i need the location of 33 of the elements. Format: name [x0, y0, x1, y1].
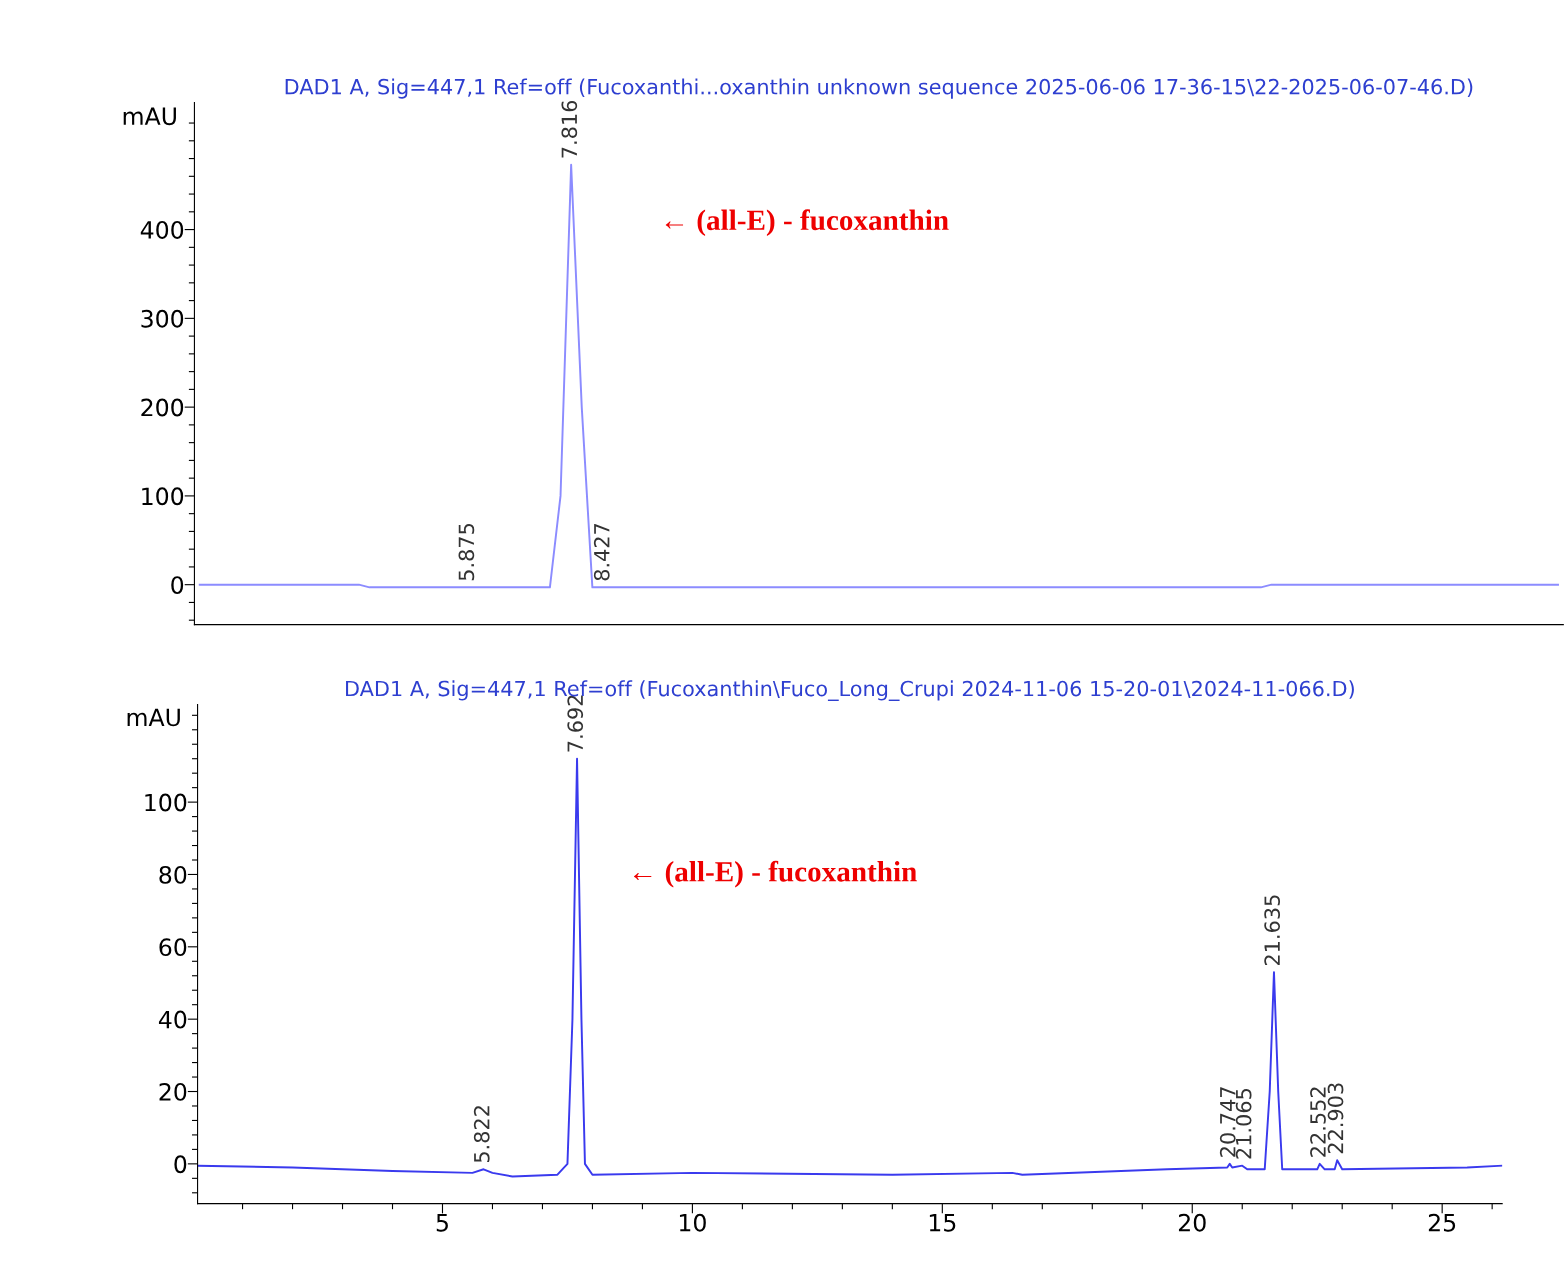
- x-tick-label: 10: [679, 1213, 706, 1232]
- x-tick-label: 20: [1178, 1213, 1206, 1232]
- line-series: [197, 757, 1503, 1178]
- y-tick-label: 20: [159, 1082, 187, 1101]
- annotation: ← (all-E) - fucoxanthin: [634, 860, 917, 888]
- annotation: 7.692: [567, 695, 584, 752]
- annotation: 8.427: [593, 523, 610, 581]
- y-tick-label: 80: [159, 865, 187, 884]
- annotation: 21.065: [1235, 1089, 1252, 1159]
- annotation: 22.552: [1310, 1087, 1326, 1157]
- x-tick-label: 15: [929, 1214, 956, 1232]
- y-tick-label: 400: [140, 221, 184, 239]
- y-tick-label: 300: [141, 309, 184, 328]
- y-tick-label: 100: [142, 487, 184, 506]
- y-tick-label: 200: [141, 398, 184, 417]
- annotation: 21.635: [1264, 895, 1281, 966]
- y-tick-label: 0: [174, 1155, 187, 1174]
- annotation: 5.822: [473, 1106, 490, 1163]
- annotation: 5.875: [458, 523, 475, 581]
- annotation: 7.816: [561, 100, 578, 158]
- y-axis-title: mAU: [127, 708, 180, 727]
- line-series: [198, 163, 1559, 589]
- y-tick-label: 40: [158, 1010, 187, 1029]
- annotation: 20.747: [1219, 1087, 1236, 1157]
- x-tick-label: 25: [1428, 1213, 1456, 1232]
- chart-title: DAD1 A, Sig=447,1 Ref=off (Fucoxanthi...oxanthin unknown sequence 2025-06-06 17-36-15\22-2025-06-07-46.D): [285, 78, 1473, 99]
- y-tick-label: 100: [145, 793, 187, 812]
- y-tick-label: 60: [159, 938, 187, 957]
- annotation: ← (all-E) - fucoxanthin: [665, 209, 949, 237]
- annotation: 22.903: [1327, 1083, 1344, 1154]
- y-tick-label: 0: [171, 576, 184, 594]
- x-tick-label: 5: [436, 1214, 448, 1232]
- y-axis-title: mAU: [123, 107, 176, 126]
